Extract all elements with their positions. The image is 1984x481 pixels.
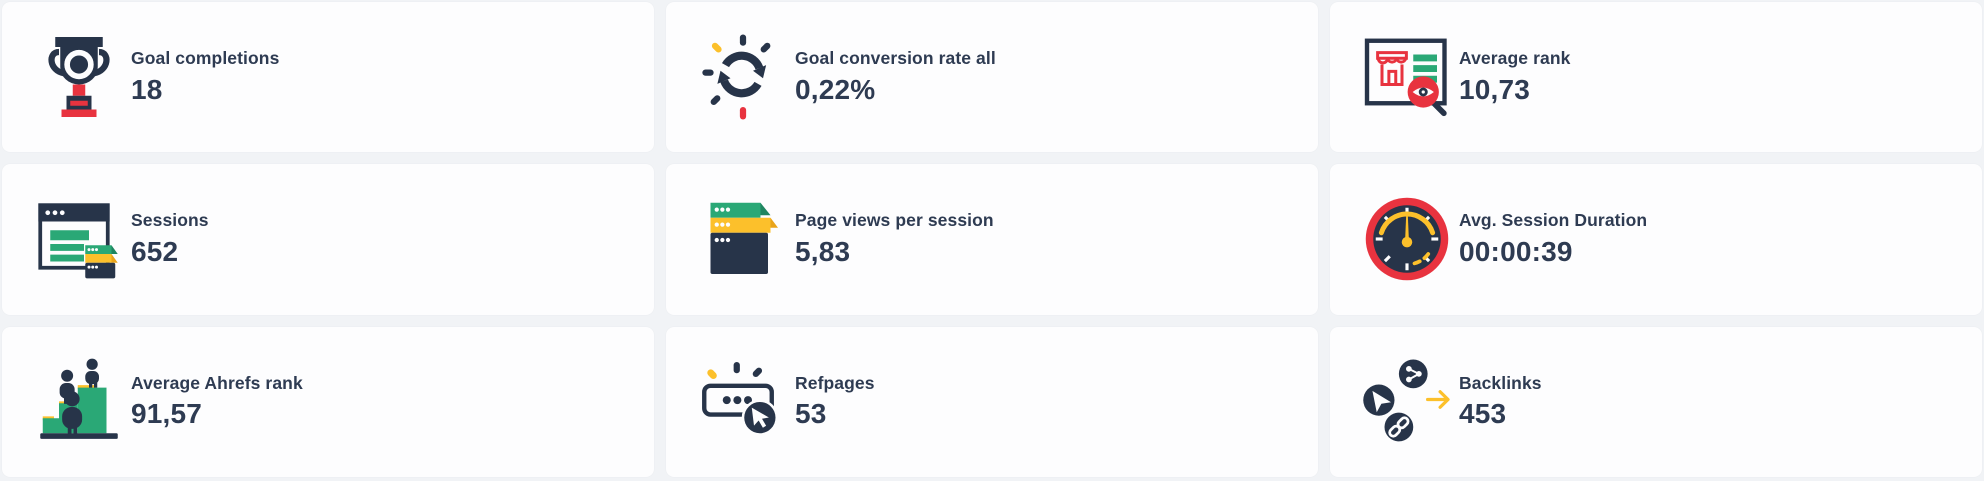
kpi-card-sessions[interactable]: Sessions 652: [2, 164, 654, 315]
kpi-value: 5,83: [795, 236, 851, 268]
kpi-value: 00:00:39: [1459, 236, 1573, 268]
kpi-card-backlinks[interactable]: Backlinks 453: [1330, 326, 1982, 477]
stacked-windows-icon: [698, 192, 793, 287]
kpi-card-page-views-per-session[interactable]: Page views per session 5,83: [666, 164, 1318, 315]
kpi-value: 18: [131, 73, 163, 105]
browser-window-icon: [34, 192, 129, 287]
kpi-label: Goal completions: [131, 47, 280, 68]
kpi-label: Avg. Session Duration: [1459, 210, 1648, 231]
kpi-label: Average Ahrefs rank: [131, 372, 303, 393]
kpi-value: 53: [795, 398, 827, 430]
store-search-icon: [1362, 30, 1457, 125]
podium-people-icon: [34, 354, 129, 449]
kpi-card-goal-conversion-rate[interactable]: Goal conversion rate all 0,22%: [666, 2, 1318, 153]
sync-arrows-icon: [698, 30, 793, 125]
trophy-icon: [34, 30, 129, 125]
share-links-icon: [1362, 354, 1457, 449]
kpi-label: Page views per session: [795, 210, 994, 231]
kpi-label: Backlinks: [1459, 372, 1542, 393]
kpi-value: 91,57: [131, 398, 203, 430]
kpi-value: 10,73: [1459, 73, 1531, 105]
kpi-label: Refpages: [795, 372, 875, 393]
kpi-value: 453: [1459, 398, 1507, 430]
kpi-card-avg-session-duration[interactable]: Avg. Session Duration 00:00:39: [1330, 164, 1982, 315]
kpi-card-refpages[interactable]: Refpages 53: [666, 326, 1318, 477]
kpi-label: Average rank: [1459, 47, 1571, 68]
kpi-label: Goal conversion rate all: [795, 47, 996, 68]
gauge-icon: [1362, 192, 1457, 287]
kpi-label: Sessions: [131, 210, 209, 231]
clicked-page-icon: [698, 354, 793, 449]
kpi-card-average-rank[interactable]: Average rank 10,73: [1330, 2, 1982, 153]
kpi-card-average-ahrefs-rank[interactable]: Average Ahrefs rank 91,57: [2, 326, 654, 477]
kpi-value: 652: [131, 236, 179, 268]
kpi-card-goal-completions[interactable]: Goal completions 18: [2, 2, 654, 153]
kpi-value: 0,22%: [795, 73, 876, 105]
